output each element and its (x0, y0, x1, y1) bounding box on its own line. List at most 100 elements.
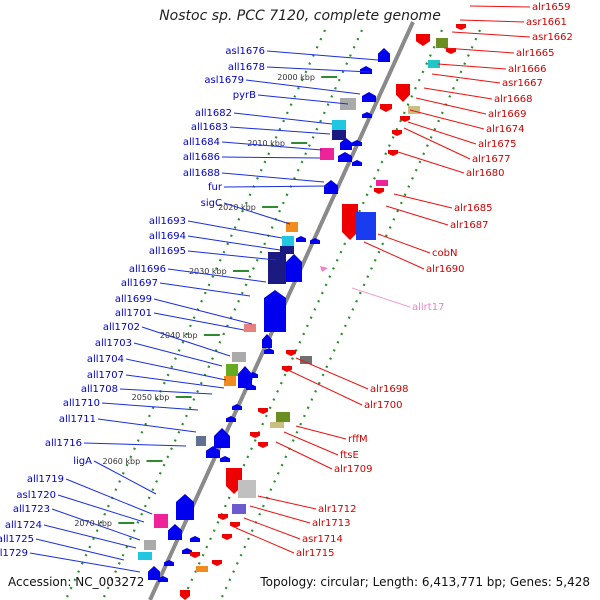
right-label-alr1666[interactable]: alr1666 (508, 64, 546, 75)
right-label-alr1713[interactable]: alr1713 (312, 518, 350, 529)
minus-gene-small-14[interactable] (164, 560, 174, 566)
left-label-ligA[interactable]: ligA (73, 456, 92, 467)
right-label-alr1668[interactable]: alr1668 (494, 94, 532, 105)
left-label-all1696[interactable]: all1696 (129, 264, 166, 275)
plus-gene-small-1[interactable] (446, 48, 456, 54)
minus-gene-14[interactable] (286, 254, 302, 282)
right-label-alr1665[interactable]: alr1665 (516, 48, 554, 59)
left-label-all1678[interactable]: all1678 (228, 62, 265, 73)
plus-gene-9[interactable] (320, 266, 328, 272)
left-label-fur[interactable]: fur (208, 182, 223, 193)
minus-gene-0[interactable] (378, 48, 390, 62)
minus-gene-22[interactable] (214, 428, 230, 448)
minus-gene-19[interactable] (226, 364, 238, 376)
plus-gene-small-6[interactable] (286, 350, 296, 356)
right-label-alr1698[interactable]: alr1698 (370, 384, 408, 395)
minus-gene-2[interactable] (362, 92, 376, 102)
left-label-all1694[interactable]: all1694 (149, 231, 186, 242)
minus-gene-18[interactable] (232, 352, 246, 362)
left-label-all1725[interactable]: all1725 (0, 534, 34, 545)
left-label-all1699[interactable]: all1699 (115, 294, 152, 305)
right-label-alr1685[interactable]: alr1685 (454, 203, 492, 214)
left-label-all1695[interactable]: all1695 (149, 246, 186, 257)
minus-gene-small-9[interactable] (226, 416, 236, 422)
minus-gene-17[interactable] (262, 334, 272, 348)
minus-gene-20[interactable] (224, 376, 236, 386)
minus-gene-27[interactable] (168, 524, 182, 540)
minus-gene-6[interactable] (320, 148, 334, 160)
right-label-asr1667[interactable]: asr1667 (502, 78, 543, 89)
plus-gene-15[interactable] (232, 504, 246, 514)
right-label-alr1715[interactable]: alr1715 (296, 548, 334, 559)
left-label-all1702[interactable]: all1702 (103, 322, 140, 333)
right-label-alr1669[interactable]: alr1669 (488, 109, 526, 120)
minus-gene-29[interactable] (138, 552, 152, 560)
left-label-all1707[interactable]: all1707 (87, 370, 124, 381)
right-label-asr1662[interactable]: asr1662 (532, 32, 573, 43)
plus-gene-small-13[interactable] (222, 534, 232, 540)
right-label-allrt17[interactable]: allrt17 (412, 302, 444, 313)
minus-gene-23[interactable] (196, 436, 206, 446)
right-label-alr1680[interactable]: alr1680 (466, 168, 504, 179)
plus-gene-small-2[interactable] (400, 116, 410, 122)
right-label-alr1675[interactable]: alr1675 (478, 139, 516, 150)
left-label-all1724[interactable]: all1724 (5, 520, 42, 531)
minus-gene-small-12[interactable] (182, 548, 192, 554)
left-label-asl1676[interactable]: asl1676 (225, 46, 265, 57)
right-label-alr1700[interactable]: alr1700 (364, 400, 402, 411)
minus-gene-15[interactable] (264, 290, 286, 332)
plus-gene-5[interactable] (380, 104, 392, 112)
right-label-asr1714[interactable]: asr1714 (302, 534, 343, 545)
left-label-all1693[interactable]: all1693 (149, 216, 186, 227)
plus-gene-small-11[interactable] (218, 514, 228, 520)
plus-gene-10[interactable] (300, 356, 312, 364)
left-label-all1711[interactable]: all1711 (59, 414, 96, 425)
minus-gene-11[interactable] (282, 236, 294, 246)
right-label-cobN[interactable]: cobN (432, 248, 457, 259)
plus-gene-small-14[interactable] (190, 552, 200, 558)
left-label-all1716[interactable]: all1716 (45, 438, 82, 449)
plus-gene-1[interactable] (436, 38, 448, 48)
minus-gene-small-7[interactable] (246, 384, 256, 390)
minus-gene-16[interactable] (244, 324, 256, 332)
plus-gene-17[interactable] (180, 590, 190, 600)
minus-gene-small-4[interactable] (310, 238, 320, 244)
minus-gene-1[interactable] (360, 66, 372, 74)
left-label-all1682[interactable]: all1682 (195, 108, 232, 119)
left-label-all1697[interactable]: all1697 (121, 278, 158, 289)
left-label-all1688[interactable]: all1688 (183, 168, 220, 179)
plus-gene-7[interactable] (342, 204, 358, 240)
minus-gene-21[interactable] (238, 366, 252, 388)
left-label-sigC[interactable]: sigC (201, 198, 222, 209)
plus-gene-small-9[interactable] (250, 432, 260, 438)
minus-gene-small-6[interactable] (248, 372, 258, 378)
left-label-asl1679[interactable]: asl1679 (204, 75, 244, 86)
minus-gene-small-13[interactable] (158, 576, 168, 582)
left-label-all1704[interactable]: all1704 (87, 354, 124, 365)
minus-gene-24[interactable] (206, 446, 220, 458)
minus-gene-small-2[interactable] (352, 160, 362, 166)
left-label-all1683[interactable]: all1683 (191, 122, 228, 133)
minus-gene-small-11[interactable] (190, 536, 200, 542)
plus-gene-8[interactable] (356, 212, 376, 240)
plus-gene-3[interactable] (396, 84, 410, 102)
left-label-all1701[interactable]: all1701 (115, 308, 152, 319)
plus-gene-2[interactable] (428, 60, 440, 68)
minus-gene-5[interactable] (332, 130, 346, 140)
right-label-asr1661[interactable]: asr1661 (526, 17, 567, 28)
minus-gene-28[interactable] (144, 540, 156, 550)
left-label-all1719[interactable]: all1719 (27, 474, 64, 485)
minus-gene-small-5[interactable] (264, 348, 274, 354)
right-label-alr1690[interactable]: alr1690 (426, 264, 464, 275)
minus-gene-30[interactable] (148, 566, 160, 580)
plus-gene-12[interactable] (270, 422, 284, 428)
left-label-all1729[interactable]: all1729 (0, 548, 28, 559)
minus-gene-8[interactable] (338, 152, 352, 162)
left-label-all1703[interactable]: all1703 (95, 338, 132, 349)
right-label-alr1659[interactable]: alr1659 (532, 2, 570, 13)
right-label-ftsE[interactable]: ftsE (340, 450, 359, 461)
left-label-all1710[interactable]: all1710 (63, 398, 100, 409)
plus-gene-16[interactable] (196, 566, 208, 572)
right-label-rffM[interactable]: rffM (348, 434, 368, 445)
plus-gene-4[interactable] (408, 106, 420, 114)
